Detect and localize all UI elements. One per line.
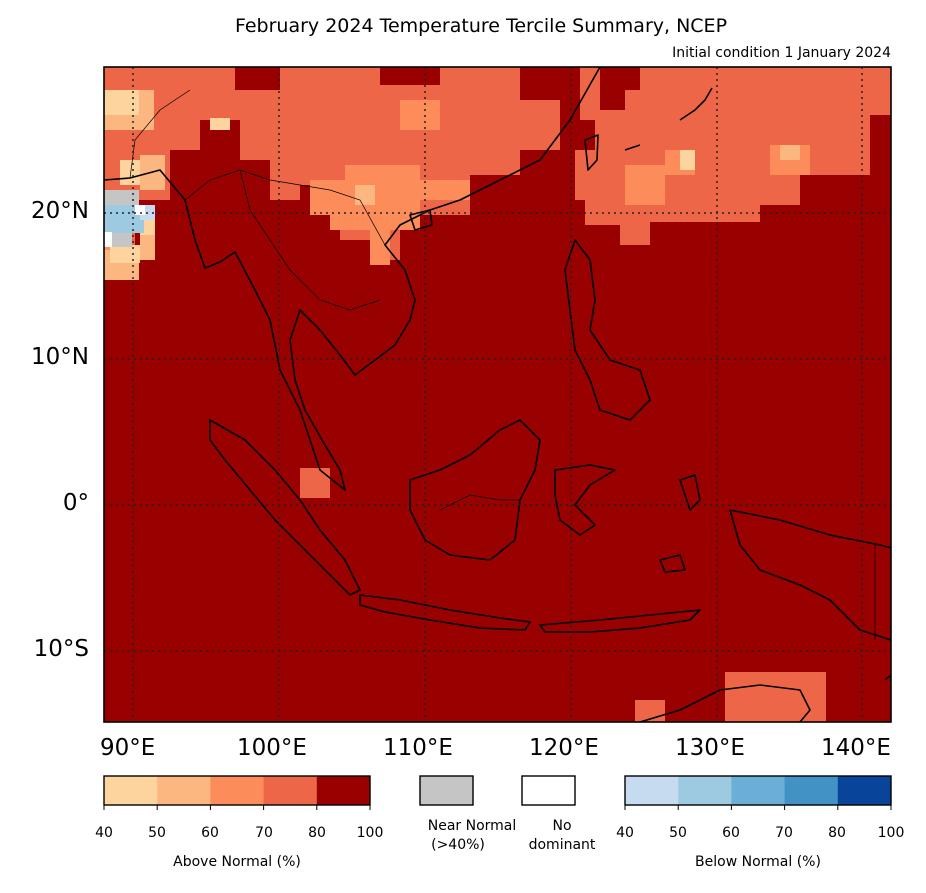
lon-label-100e: 100°E [237, 735, 307, 761]
above-colorbar-segment [263, 776, 318, 805]
map-subtitle: Initial condition 1 January 2024 [672, 45, 891, 61]
near-normal-cells [104, 190, 139, 247]
above-tick: 80 [308, 825, 326, 841]
map-title: February 2024 Temperature Tercile Summar… [234, 15, 728, 37]
no-dominant-swatch [521, 775, 576, 806]
below-tick: 100 [877, 825, 905, 841]
above-tick: 50 [148, 825, 166, 841]
lat-label-10n: 10°N [31, 344, 89, 370]
lon-label-130e: 130°E [675, 735, 745, 761]
lat-label-20n: 20°N [31, 198, 89, 224]
below-colorbar-frame [624, 775, 892, 806]
above-tick: 40 [95, 825, 113, 841]
coastlines [104, 67, 891, 722]
below-tick: 40 [616, 825, 634, 841]
above-tick: 60 [201, 825, 219, 841]
below-tick: 70 [775, 825, 793, 841]
below-colorbar-segment [731, 776, 786, 805]
no-dominant-label-line2: dominant [528, 837, 596, 853]
country-borders [129, 89, 876, 640]
no-dominant-label: No dominant [529, 817, 596, 855]
lon-label-90e: 90°E [100, 735, 156, 761]
lon-label-140e: 140°E [821, 735, 891, 761]
below-colorbar-segment [678, 776, 732, 805]
below-tick: 80 [828, 825, 846, 841]
above-tick: 70 [255, 825, 273, 841]
lon-label-120e: 120°E [529, 735, 599, 761]
lat-label-10s: 10°S [33, 636, 89, 662]
lat-label-0: 0° [62, 490, 89, 516]
below-colorbar-segment [837, 776, 892, 805]
below-tick: 50 [669, 825, 687, 841]
map-frame [103, 66, 892, 723]
above-colorbar-frame [103, 775, 371, 806]
above-normal-label: Above Normal (%) [173, 854, 301, 870]
above-colorbar-segment [104, 776, 158, 805]
above-normal-colorbar [103, 775, 371, 810]
near-normal-label-line1: Near Normal [427, 818, 517, 834]
above-colorbar-segment [210, 776, 265, 805]
lon-label-110e: 110°E [383, 735, 453, 761]
below-colorbar-segment [784, 776, 839, 805]
below-colorbar-segment [625, 776, 679, 805]
above-colorbar-segment [316, 776, 371, 805]
below-normal-label: Below Normal (%) [695, 854, 821, 870]
near-normal-label-line2: (>40%) [431, 837, 485, 853]
above-colorbar-segment [157, 776, 211, 805]
above-tick: 100 [356, 825, 384, 841]
near-normal-swatch [419, 775, 474, 806]
below-tick: 60 [722, 825, 740, 841]
no-dominant-label-line1: No [552, 818, 572, 834]
graticule [104, 67, 891, 722]
below-normal-colorbar [624, 775, 892, 810]
near-normal-label: Near Normal (>40%) [428, 817, 517, 855]
below-normal-cells [104, 205, 155, 247]
